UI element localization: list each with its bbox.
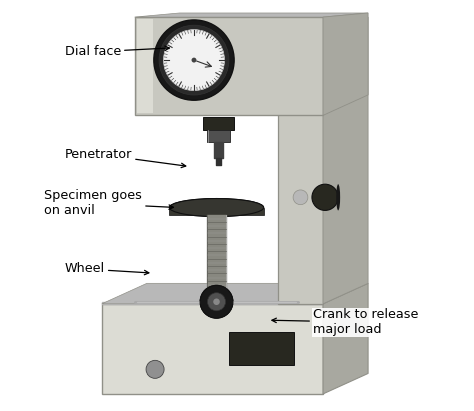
Polygon shape: [323, 283, 368, 394]
Circle shape: [200, 285, 233, 318]
Circle shape: [200, 285, 233, 318]
Text: Wheel: Wheel: [65, 263, 149, 275]
FancyBboxPatch shape: [203, 118, 234, 130]
Circle shape: [146, 360, 164, 379]
FancyBboxPatch shape: [207, 130, 230, 142]
Text: Penetrator: Penetrator: [65, 148, 186, 168]
Polygon shape: [323, 17, 368, 304]
Circle shape: [159, 25, 229, 95]
FancyBboxPatch shape: [278, 37, 323, 304]
Text: Specimen goes
on anvil: Specimen goes on anvil: [45, 189, 173, 217]
Polygon shape: [135, 13, 368, 17]
FancyBboxPatch shape: [137, 19, 153, 113]
Circle shape: [164, 30, 225, 90]
Circle shape: [208, 293, 226, 311]
Circle shape: [191, 58, 196, 62]
Polygon shape: [169, 208, 264, 215]
Ellipse shape: [169, 199, 264, 217]
Ellipse shape: [336, 184, 340, 210]
FancyBboxPatch shape: [135, 17, 323, 115]
FancyBboxPatch shape: [229, 332, 294, 365]
Circle shape: [154, 20, 234, 100]
Circle shape: [312, 184, 338, 210]
Polygon shape: [102, 283, 368, 304]
Text: Dial face: Dial face: [65, 45, 169, 58]
Text: Crank to release
major load: Crank to release major load: [272, 308, 418, 336]
Circle shape: [208, 293, 226, 311]
Circle shape: [213, 298, 220, 305]
Circle shape: [293, 190, 308, 205]
FancyBboxPatch shape: [102, 304, 323, 394]
Polygon shape: [323, 13, 368, 115]
Ellipse shape: [169, 199, 264, 217]
